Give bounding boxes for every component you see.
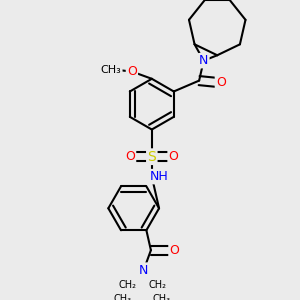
Text: O: O	[216, 76, 226, 89]
Text: CH₂: CH₂	[118, 280, 136, 290]
Text: O: O	[169, 150, 178, 163]
Text: O: O	[169, 244, 179, 257]
Text: NH: NH	[150, 170, 168, 183]
Text: N: N	[139, 264, 148, 277]
Text: CH₃: CH₃	[101, 65, 122, 75]
Text: N: N	[199, 54, 208, 67]
Text: O: O	[125, 150, 135, 163]
Text: CH₂: CH₂	[148, 280, 166, 290]
Text: CH₃: CH₃	[114, 294, 132, 300]
Text: O: O	[127, 65, 137, 78]
Text: CH₃: CH₃	[153, 294, 171, 300]
Text: S: S	[147, 150, 156, 164]
